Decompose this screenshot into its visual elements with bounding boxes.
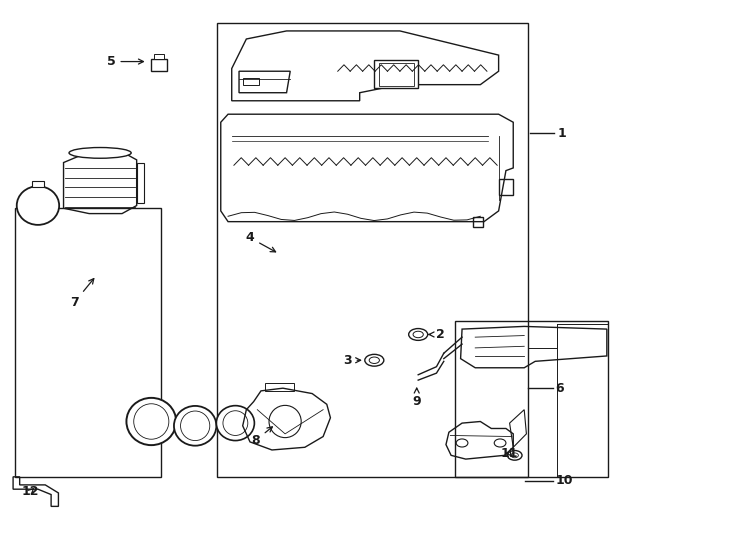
Bar xyxy=(379,63,414,86)
Text: 10: 10 xyxy=(556,474,573,487)
Ellipse shape xyxy=(507,450,522,460)
Ellipse shape xyxy=(369,357,379,363)
Ellipse shape xyxy=(69,147,131,158)
Bar xyxy=(151,59,167,71)
Ellipse shape xyxy=(181,411,210,441)
Text: 4: 4 xyxy=(246,231,275,252)
Text: 6: 6 xyxy=(556,382,564,395)
Ellipse shape xyxy=(409,328,428,340)
Text: 3: 3 xyxy=(343,354,360,367)
Text: 2: 2 xyxy=(429,328,445,341)
Text: 5: 5 xyxy=(106,55,143,68)
Ellipse shape xyxy=(17,186,59,225)
FancyBboxPatch shape xyxy=(32,181,44,187)
Ellipse shape xyxy=(457,439,468,447)
Bar xyxy=(217,23,528,477)
Ellipse shape xyxy=(217,406,255,441)
Bar xyxy=(374,60,418,89)
Text: 8: 8 xyxy=(252,427,272,447)
Ellipse shape xyxy=(494,439,506,447)
Ellipse shape xyxy=(223,411,248,435)
Text: 1: 1 xyxy=(557,126,566,139)
Ellipse shape xyxy=(126,398,176,445)
Bar xyxy=(154,54,164,59)
Bar xyxy=(15,208,161,477)
Text: 9: 9 xyxy=(413,388,421,408)
Ellipse shape xyxy=(134,404,169,439)
Ellipse shape xyxy=(413,331,424,338)
Text: 11: 11 xyxy=(501,447,518,460)
Bar xyxy=(455,321,608,477)
Ellipse shape xyxy=(511,453,518,458)
Ellipse shape xyxy=(174,406,217,445)
Ellipse shape xyxy=(365,354,384,366)
Text: 7: 7 xyxy=(70,279,94,309)
Text: 12: 12 xyxy=(22,485,40,498)
